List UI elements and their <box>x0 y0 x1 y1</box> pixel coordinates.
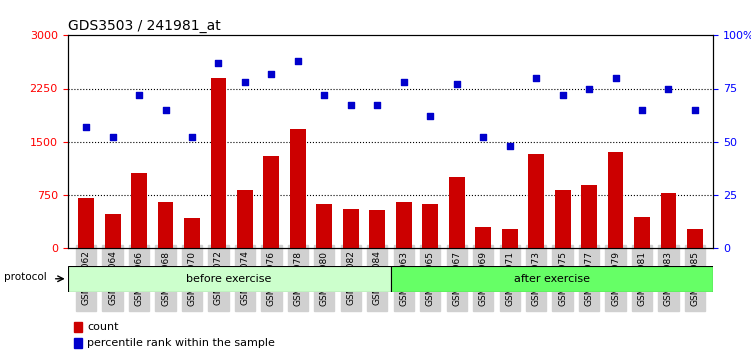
Text: after exercise: after exercise <box>514 274 590 284</box>
Point <box>265 71 277 76</box>
Point <box>530 75 542 81</box>
Bar <box>608 152 623 248</box>
Point <box>477 135 489 140</box>
Bar <box>290 129 306 248</box>
Bar <box>661 193 677 248</box>
Point <box>186 135 198 140</box>
Point <box>398 79 410 85</box>
Point <box>556 92 569 98</box>
Point <box>636 107 648 113</box>
Bar <box>396 202 412 248</box>
Bar <box>687 229 703 248</box>
Bar <box>184 218 200 248</box>
Bar <box>343 209 359 248</box>
Point <box>213 60 225 66</box>
Point <box>133 92 145 98</box>
Bar <box>158 202 173 248</box>
Text: percentile rank within the sample: percentile rank within the sample <box>87 338 275 348</box>
Bar <box>210 78 226 248</box>
Bar <box>264 156 279 248</box>
Point <box>292 58 304 64</box>
Bar <box>74 322 83 332</box>
FancyBboxPatch shape <box>68 266 391 292</box>
Bar <box>74 338 83 348</box>
Text: protocol: protocol <box>4 272 47 282</box>
Point <box>80 124 92 130</box>
Point <box>318 92 330 98</box>
Point <box>371 103 383 108</box>
Point <box>345 103 357 108</box>
Point <box>107 135 119 140</box>
FancyBboxPatch shape <box>391 266 713 292</box>
Point <box>504 143 516 149</box>
Bar <box>104 214 120 248</box>
Bar <box>528 154 544 248</box>
Bar <box>131 173 147 248</box>
Bar <box>369 210 385 248</box>
Bar <box>555 190 571 248</box>
Point <box>451 81 463 87</box>
Bar <box>581 185 597 248</box>
Bar <box>422 204 438 248</box>
Bar <box>449 177 465 248</box>
Point <box>583 86 595 91</box>
Point <box>689 107 701 113</box>
Point <box>239 79 251 85</box>
Bar <box>634 217 650 248</box>
Point <box>662 86 674 91</box>
Text: before exercise: before exercise <box>186 274 272 284</box>
Text: count: count <box>87 322 119 332</box>
Point <box>159 107 171 113</box>
Bar <box>78 198 94 248</box>
Bar <box>237 190 253 248</box>
Bar <box>502 229 517 248</box>
Bar <box>475 227 491 248</box>
Bar <box>316 204 332 248</box>
Point <box>610 75 622 81</box>
Text: GDS3503 / 241981_at: GDS3503 / 241981_at <box>68 19 220 33</box>
Point <box>424 113 436 119</box>
